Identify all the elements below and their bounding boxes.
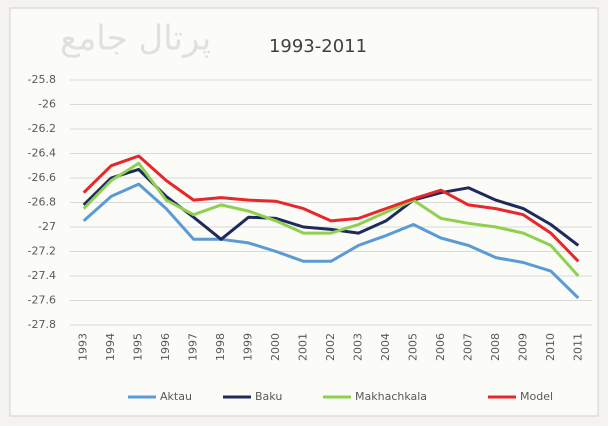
x-tick-label: 2009: [516, 333, 529, 361]
y-tick-label: -27.4: [28, 269, 56, 282]
x-tick-label: 1993: [77, 333, 90, 361]
x-tick-label: 1995: [132, 333, 145, 361]
x-tick-label: 2006: [434, 333, 447, 361]
legend-label: Makhachkala: [355, 390, 427, 403]
legend-label: Baku: [255, 390, 282, 403]
y-tick-label: -27: [38, 220, 56, 233]
x-tick-label: 1997: [187, 333, 200, 361]
x-tick-label: 2005: [406, 333, 419, 361]
series-line: [82, 161, 580, 278]
series-line: [82, 167, 580, 247]
watermark: پرتال جامع: [60, 19, 211, 59]
series-line: [82, 182, 580, 300]
x-tick-label: 2002: [324, 333, 337, 361]
x-tick-label: 2000: [269, 333, 282, 361]
legend-label: Model: [520, 390, 553, 403]
x-tick-label: 2008: [489, 333, 502, 361]
y-tick-label: -26.2: [28, 122, 56, 135]
series-line: [82, 154, 580, 263]
x-tick-label: 2007: [461, 333, 474, 361]
x-tick-label: 1996: [159, 333, 172, 361]
chart-title: 1993-2011: [269, 36, 367, 57]
chart-frame: [9, 7, 599, 417]
x-tick-label: 1999: [242, 333, 255, 361]
y-tick-label: -26.4: [28, 147, 56, 160]
x-tick-label: 2003: [351, 333, 364, 361]
x-tick-label: 1998: [214, 333, 227, 361]
x-tick-label: 2001: [297, 333, 310, 361]
y-tick-label: -27.6: [28, 294, 56, 307]
x-tick-label: 2004: [379, 333, 392, 361]
x-tick-label: 2011: [571, 333, 584, 361]
y-tick-label: -26.8: [28, 196, 56, 209]
y-tick-label: -27.8: [28, 318, 56, 331]
x-tick-label: 2010: [544, 333, 557, 361]
x-tick-label: 1994: [104, 333, 117, 361]
y-tick-label: -26: [38, 98, 56, 111]
y-tick-label: -27.2: [28, 245, 56, 258]
legend-label: Aktau: [160, 390, 192, 403]
y-tick-label: -26.6: [28, 171, 56, 184]
y-tick-label: -25.8: [28, 73, 56, 86]
